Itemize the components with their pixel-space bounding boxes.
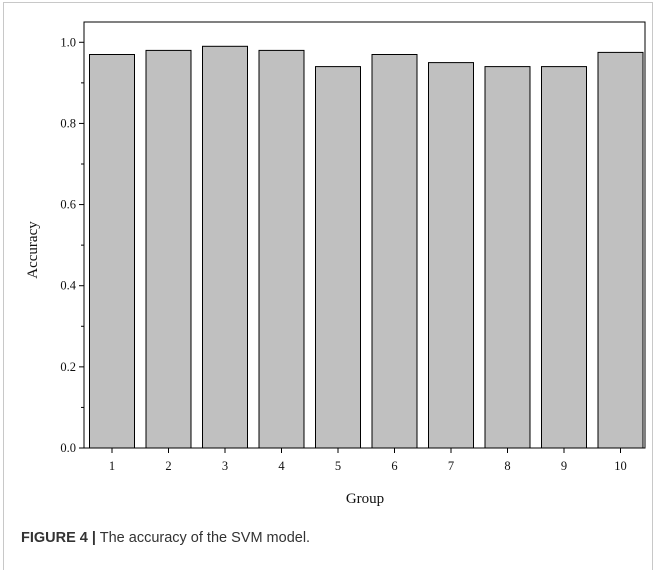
y-tick-label: 0.6 [60, 198, 76, 212]
x-tick-label-2: 2 [165, 459, 171, 473]
x-axis-title: Group [346, 491, 384, 507]
y-tick-label: 1.0 [60, 35, 76, 49]
bar-4 [258, 49, 305, 449]
bar-1 [89, 54, 135, 449]
y-axis-title: Accuracy [25, 221, 41, 279]
caption-text: The accuracy of the SVM model. [95, 530, 311, 546]
x-tick-label-7: 7 [448, 459, 454, 473]
x-tick-label-6: 6 [391, 459, 397, 473]
bars-layer [89, 45, 644, 449]
axes-layer: 0.0 0.2 0.4 0.6 0.8 1.0 1 2 3 4 5 6 7 8 9 10 [60, 21, 646, 473]
plot-frame [83, 21, 646, 449]
x-tick-label-1: 1 [109, 459, 115, 473]
bar-9 [541, 66, 587, 449]
x-tick-label-4: 4 [278, 459, 285, 473]
x-tick-label-5: 5 [335, 459, 341, 473]
bar-2 [145, 49, 192, 449]
y-tick-label: 0.8 [60, 116, 76, 130]
y-tick-label: 0.0 [60, 441, 76, 455]
caption-label: FIGURE 4 | [21, 530, 96, 546]
x-tick-label-8: 8 [504, 459, 510, 473]
bar-7 [428, 62, 474, 449]
bar-6 [371, 54, 418, 449]
bar-3 [202, 45, 248, 449]
x-tick-label-9: 9 [561, 459, 567, 473]
bar-5 [315, 66, 361, 449]
y-tick-label: 0.2 [60, 360, 76, 374]
figure-frame [3, 2, 653, 570]
x-tick-label-3: 3 [222, 459, 228, 473]
y-tick-label: 0.4 [60, 279, 76, 293]
x-tick-label-10: 10 [614, 459, 627, 473]
bar-10 [597, 51, 644, 449]
bar-8 [484, 66, 531, 449]
figure-caption: FIGURE 4 | The accuracy of the SVM model… [21, 530, 310, 546]
